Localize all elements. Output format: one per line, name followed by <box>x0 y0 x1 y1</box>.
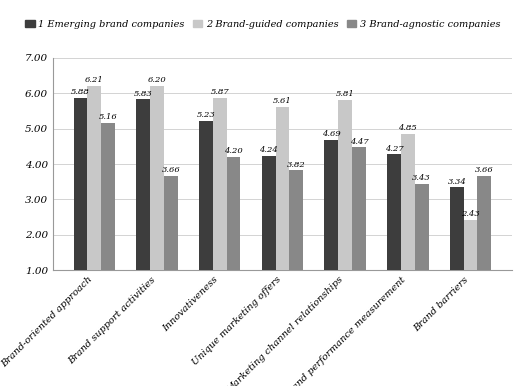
Bar <box>136 99 150 270</box>
Text: 4.20: 4.20 <box>224 147 243 155</box>
Text: 5.23: 5.23 <box>196 111 215 119</box>
Text: 4.69: 4.69 <box>322 130 341 138</box>
Bar <box>338 100 352 270</box>
Bar <box>88 86 101 270</box>
Bar <box>199 120 213 270</box>
Bar <box>164 176 178 270</box>
Text: 6.20: 6.20 <box>148 76 166 85</box>
Bar <box>213 98 227 270</box>
Text: 5.88: 5.88 <box>71 88 90 96</box>
Bar <box>227 157 240 270</box>
Text: 3.82: 3.82 <box>287 161 306 169</box>
Bar <box>150 86 164 270</box>
Text: 4.24: 4.24 <box>259 146 278 154</box>
Bar <box>401 134 415 270</box>
Bar <box>464 220 477 270</box>
Text: 5.81: 5.81 <box>336 90 355 98</box>
Text: 4.27: 4.27 <box>385 145 403 153</box>
Bar <box>387 154 401 270</box>
Text: 3.66: 3.66 <box>475 166 494 174</box>
Bar <box>289 171 303 270</box>
Bar <box>477 176 491 270</box>
Bar <box>101 123 115 270</box>
Text: 2.43: 2.43 <box>461 210 480 218</box>
Text: 5.16: 5.16 <box>99 113 118 121</box>
Bar <box>415 184 429 270</box>
Legend: 1 Emerging brand companies, 2 Brand-guided companies, 3 Brand-agnostic companies: 1 Emerging brand companies, 2 Brand-guid… <box>21 16 505 33</box>
Text: 6.21: 6.21 <box>85 76 103 84</box>
Text: 4.47: 4.47 <box>350 138 369 146</box>
Text: 3.43: 3.43 <box>412 174 431 183</box>
Text: 5.83: 5.83 <box>134 90 153 98</box>
Text: 5.61: 5.61 <box>273 97 292 105</box>
Text: 3.34: 3.34 <box>447 178 466 186</box>
Bar <box>325 140 338 270</box>
Bar <box>352 147 366 270</box>
Text: 4.85: 4.85 <box>399 124 417 132</box>
Bar <box>74 98 88 270</box>
Bar <box>450 188 464 270</box>
Bar <box>262 156 276 270</box>
Text: 3.66: 3.66 <box>162 166 180 174</box>
Text: 5.87: 5.87 <box>210 88 229 96</box>
Bar <box>276 107 289 270</box>
